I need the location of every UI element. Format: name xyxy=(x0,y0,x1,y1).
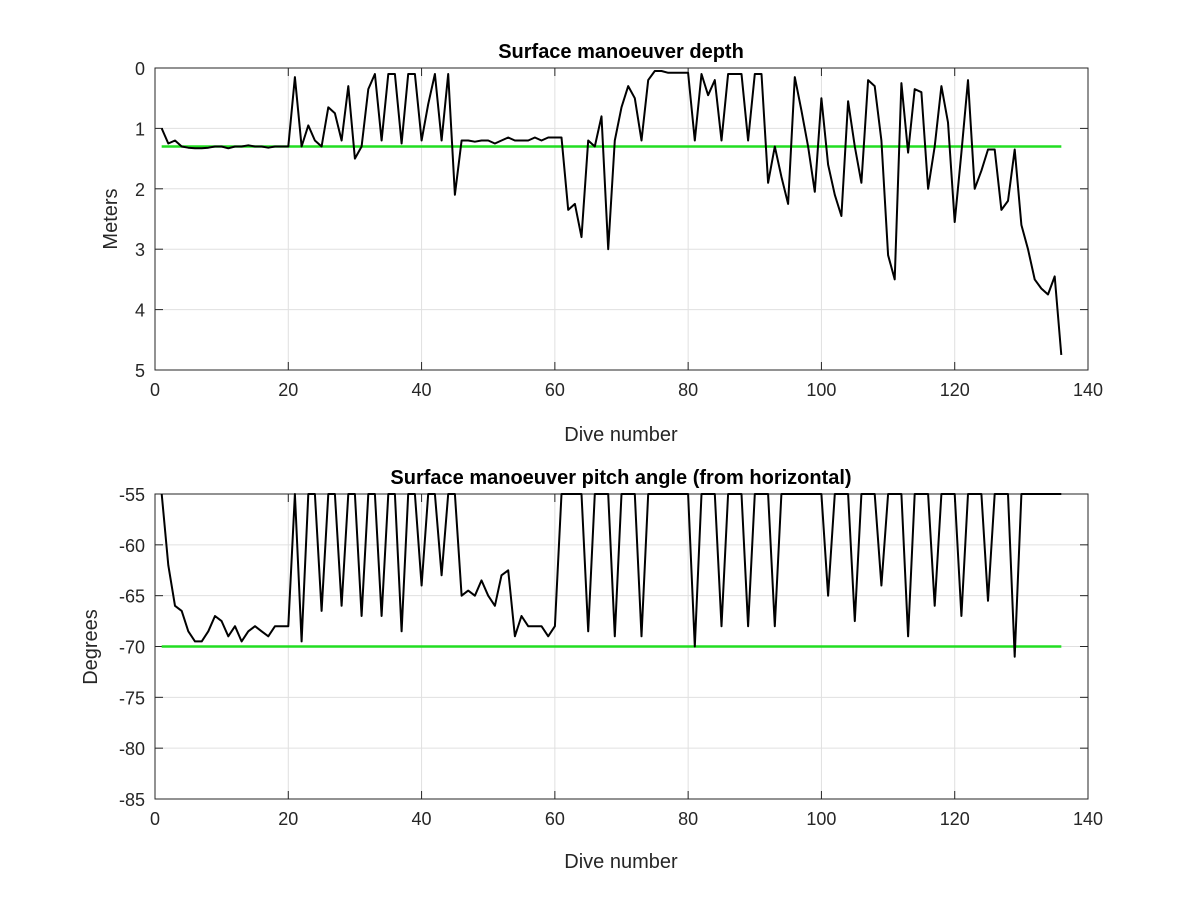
depth-ticks: 0 20 40 60 80 100 120 140 0 1 2 3 4 5 xyxy=(135,59,1103,400)
depth-ylabel: Meters xyxy=(100,188,122,249)
pitch-xtick-label: 20 xyxy=(278,809,298,829)
pitch-xtick-label: 40 xyxy=(412,809,432,829)
depth-ytick-label: 0 xyxy=(135,59,145,79)
depth-series xyxy=(160,70,1063,355)
depth-title: Surface manoeuver depth xyxy=(498,41,744,63)
depth-ytick-label: 5 xyxy=(135,361,145,381)
pitch-ytick-label: -65 xyxy=(119,587,145,607)
pitch-ytick-label: -55 xyxy=(119,485,145,505)
depth-ytick-label: 4 xyxy=(135,301,145,321)
depth-xtick-label: 100 xyxy=(806,380,836,400)
pitch-xtick-label: 120 xyxy=(940,809,970,829)
depth-ytick-label: 1 xyxy=(135,119,145,139)
depth-grid xyxy=(154,67,1089,371)
depth-axes: 0 20 40 60 80 100 120 140 0 1 2 3 4 5 Surface manoeuv… xyxy=(100,41,1103,446)
pitch-xtick-label: 0 xyxy=(150,809,160,829)
depth-xlabel: Dive number xyxy=(564,424,678,446)
depth-xtick-label: 0 xyxy=(150,380,160,400)
depth-xtick-label: 80 xyxy=(678,380,698,400)
pitch-ticks: 0 20 40 60 80 100 120 140 -55 -60 -65 -70 -75 -80 -85 xyxy=(119,485,1103,829)
pitch-axes: 0 20 40 60 80 100 120 140-55-60-65-70-75-80-85 … xyxy=(80,467,1103,873)
depth-ytick-label: 2 xyxy=(135,180,145,200)
pitch-series-line xyxy=(160,493,1062,658)
depth-xtick-label: 140 xyxy=(1073,380,1103,400)
depth-ytick-label: 3 xyxy=(135,240,145,260)
pitch-ytick-label: -70 xyxy=(119,638,145,658)
pitch-ytick-label: -60 xyxy=(119,536,145,556)
pitch-xtick-label: 80 xyxy=(678,809,698,829)
depth-series-line xyxy=(160,70,1063,355)
pitch-xtick-label: 140 xyxy=(1073,809,1103,829)
depth-xtick-label: 120 xyxy=(940,380,970,400)
depth-xtick-label: 60 xyxy=(545,380,565,400)
pitch-ytick-label: -85 xyxy=(119,790,145,810)
pitch-ylabel: Degrees xyxy=(80,609,102,685)
pitch-xtick-label: 60 xyxy=(545,809,565,829)
pitch-xlabel: Dive number xyxy=(564,851,678,873)
depth-axes-box xyxy=(154,67,1089,371)
depth-xtick-label: 20 xyxy=(278,380,298,400)
pitch-title: Surface manoeuver pitch angle (from hori… xyxy=(390,467,851,489)
pitch-ytick-label: -80 xyxy=(119,739,145,759)
pitch-xtick-label: 100 xyxy=(806,809,836,829)
pitch-series xyxy=(160,493,1062,658)
depth-xtick-label: 40 xyxy=(412,380,432,400)
pitch-ytick-label: -75 xyxy=(119,688,145,708)
